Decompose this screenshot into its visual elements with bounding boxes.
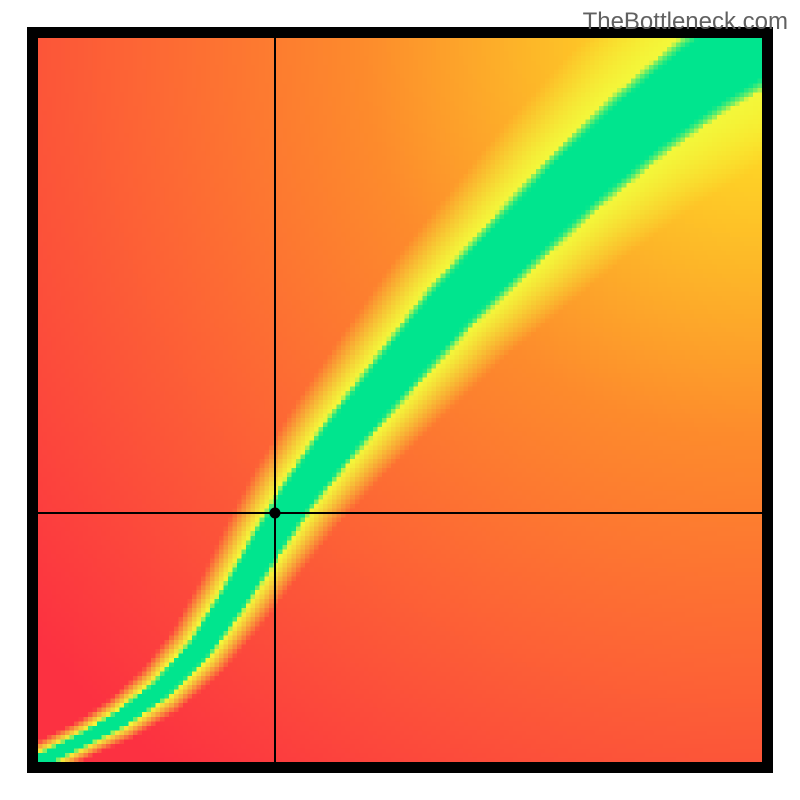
plot-border-right: [762, 27, 773, 773]
crosshair-horizontal: [38, 512, 762, 514]
marker-dot: [269, 507, 280, 518]
watermark-text: TheBottleneck.com: [583, 8, 788, 36]
crosshair-vertical: [274, 38, 276, 762]
plot-border-bottom: [27, 762, 773, 773]
heatmap-canvas: [38, 38, 762, 762]
plot-border-left: [27, 27, 38, 773]
